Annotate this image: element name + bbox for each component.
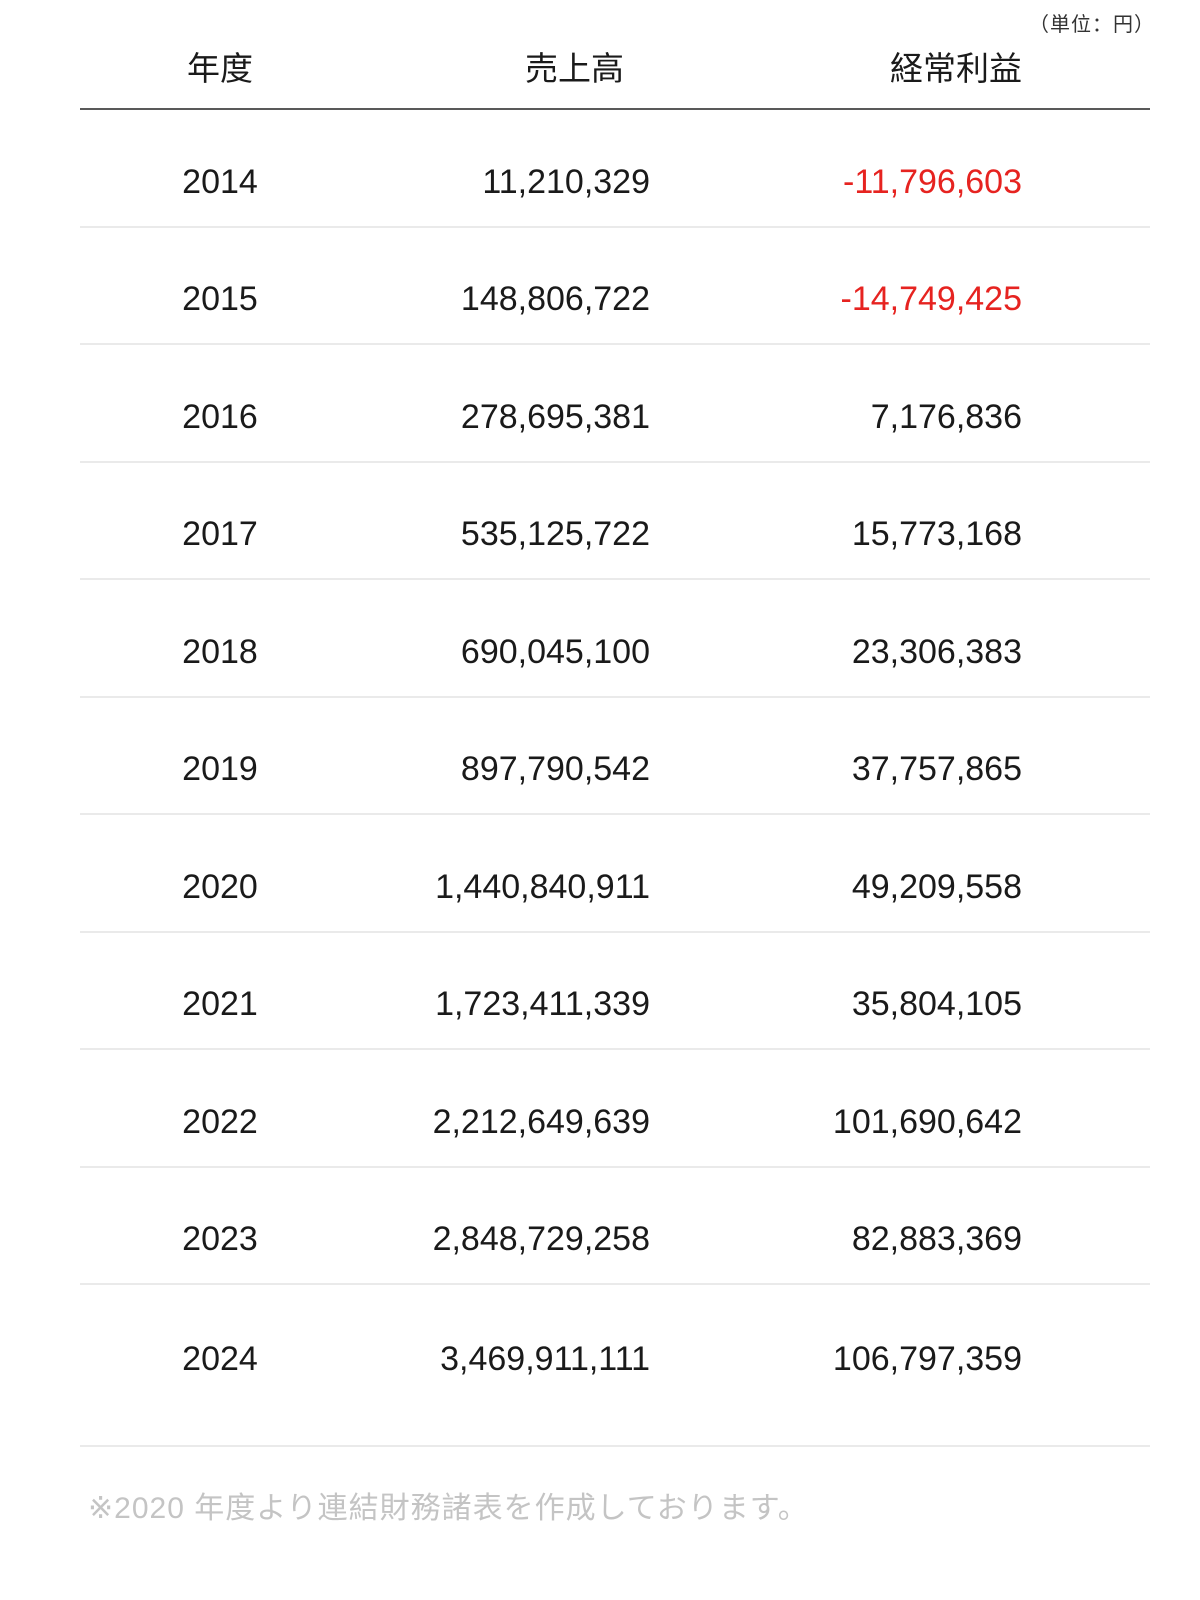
year-cell: 2015 xyxy=(182,280,258,318)
year-cell: 2022 xyxy=(182,1102,258,1141)
year-cell: 2019 xyxy=(182,750,258,788)
table-row: 2019 897,790,542 37,757,865 xyxy=(80,698,1150,815)
sales-cell: 535,125,722 xyxy=(460,515,650,553)
profit-cell: 106,797,359 xyxy=(832,1339,1022,1378)
year-cell: 2020 xyxy=(182,867,258,906)
profit-cell: 23,306,383 xyxy=(851,632,1022,671)
profit-cell: -14,749,425 xyxy=(840,280,1023,318)
column-header-sales: 売上高 xyxy=(525,50,624,87)
year-cell: 2014 xyxy=(182,162,258,201)
profit-cell: 35,804,105 xyxy=(851,985,1022,1023)
sales-cell: 3,469,911,111 xyxy=(440,1339,650,1378)
table-row: 2020 1,440,840,911 49,209,558 xyxy=(80,815,1150,933)
year-cell: 2023 xyxy=(182,1220,258,1258)
table-row: 2017 535,125,722 15,773,168 xyxy=(80,463,1150,580)
profit-cell: 7,176,836 xyxy=(870,397,1022,436)
sales-cell: 11,210,329 xyxy=(482,162,650,201)
year-cell: 2024 xyxy=(182,1339,258,1378)
table-row: 2024 3,469,911,111 106,797,359 xyxy=(80,1285,1150,1403)
profit-cell: 37,757,865 xyxy=(851,750,1022,788)
table-row: 2018 690,045,100 23,306,383 xyxy=(80,580,1150,698)
table-row: 2021 1,723,411,339 35,804,105 xyxy=(80,933,1150,1050)
profit-cell: 15,773,168 xyxy=(851,515,1022,553)
profit-cell: -11,796,603 xyxy=(843,162,1022,201)
sales-cell: 278,695,381 xyxy=(460,397,650,436)
profit-cell: 101,690,642 xyxy=(832,1102,1022,1141)
column-header-ordinary-profit: 経常利益 xyxy=(890,50,1022,87)
sales-cell: 2,212,649,639 xyxy=(432,1102,650,1141)
sales-cell: 1,440,840,911 xyxy=(435,867,650,906)
profit-cell: 49,209,558 xyxy=(851,867,1022,906)
table-header-row: 年度 売上高 経常利益 xyxy=(80,40,1150,110)
sales-cell: 690,045,100 xyxy=(460,632,650,671)
table-row: 2015 148,806,722 -14,749,425 xyxy=(80,228,1150,345)
table-row: 2023 2,848,729,258 82,883,369 xyxy=(80,1168,1150,1285)
table-row: 2022 2,212,649,639 101,690,642 xyxy=(80,1050,1150,1168)
table-row: 2016 278,695,381 7,176,836 xyxy=(80,345,1150,463)
sales-cell: 2,848,729,258 xyxy=(432,1220,650,1258)
sales-cell: 1,723,411,339 xyxy=(435,985,650,1023)
sales-cell: 148,806,722 xyxy=(460,280,650,318)
table-row: 2014 11,210,329 -11,796,603 xyxy=(80,110,1150,228)
sales-cell: 897,790,542 xyxy=(460,750,650,788)
data-table: 年度 売上高 経常利益 2014 11,210,329 -11,796,603 … xyxy=(80,40,1150,1403)
year-cell: 2018 xyxy=(182,632,258,671)
column-header-year: 年度 xyxy=(187,50,253,87)
bottom-divider xyxy=(80,1444,1150,1447)
profit-cell: 82,883,369 xyxy=(851,1220,1022,1258)
footnote: ※2020 年度より連結財務諸表を作成しております。 xyxy=(88,1491,809,1525)
year-cell: 2016 xyxy=(182,397,258,436)
year-cell: 2021 xyxy=(182,985,258,1023)
unit-label: （単位：円） xyxy=(1029,14,1155,36)
table-body: 2014 11,210,329 -11,796,603 2015 148,806… xyxy=(80,110,1150,1403)
year-cell: 2017 xyxy=(182,515,258,553)
